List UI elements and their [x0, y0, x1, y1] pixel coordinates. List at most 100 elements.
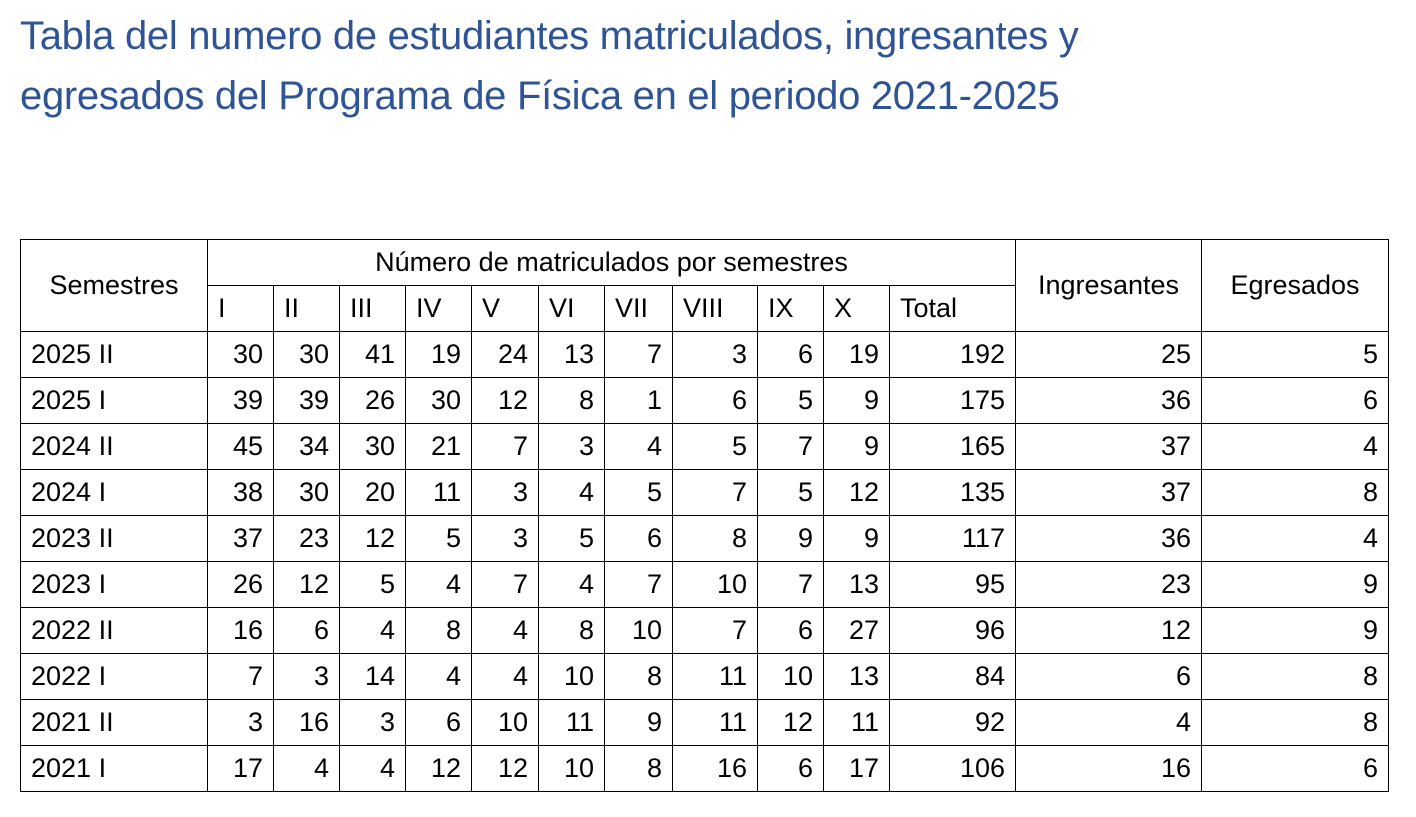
cell-matriculados: 30 [405, 377, 472, 424]
table-row: 2024 II 45 34 30 21 7 3 4 5 7 9 165 37 4 [20, 423, 1389, 470]
cell-matriculados: 17 [823, 745, 890, 792]
cell-matriculados: 8 [538, 377, 605, 424]
cell-matriculados: 3 [339, 699, 406, 746]
cell-matriculados: 9 [823, 515, 890, 562]
cell-matriculados: 12 [471, 745, 539, 792]
cell-total: 84 [889, 653, 1016, 700]
cell-matriculados: 16 [207, 607, 274, 654]
cell-matriculados: 4 [339, 745, 406, 792]
cell-total: 117 [889, 515, 1016, 562]
cell-egresados: 9 [1201, 561, 1389, 608]
cell-matriculados: 4 [538, 561, 605, 608]
enrollment-table: Semestres Número de matriculados por sem… [20, 239, 1389, 792]
cell-matriculados: 3 [207, 699, 274, 746]
cell-matriculados: 7 [672, 607, 758, 654]
table-row: 2022 II 16 6 4 8 4 8 10 7 6 27 96 12 9 [20, 607, 1389, 654]
cell-matriculados: 3 [538, 423, 605, 470]
cell-ingresantes: 23 [1015, 561, 1202, 608]
cell-semestre: 2023 II [20, 515, 208, 562]
cell-total: 92 [889, 699, 1016, 746]
table-row: 2025 I 39 39 26 30 12 8 1 6 5 9 175 36 6 [20, 377, 1389, 424]
cell-matriculados: 19 [823, 331, 890, 378]
cell-matriculados: 10 [757, 653, 824, 700]
cell-ingresantes: 12 [1015, 607, 1202, 654]
cell-semestre: 2021 II [20, 699, 208, 746]
cell-matriculados: 6 [757, 607, 824, 654]
cell-matriculados: 3 [672, 331, 758, 378]
cell-matriculados: 30 [339, 423, 406, 470]
cell-matriculados: 23 [273, 515, 340, 562]
cell-matriculados: 5 [672, 423, 758, 470]
cell-matriculados: 7 [471, 423, 539, 470]
cell-matriculados: 7 [207, 653, 274, 700]
cell-matriculados: 12 [823, 469, 890, 516]
cell-matriculados: 6 [757, 745, 824, 792]
cell-matriculados: 3 [471, 515, 539, 562]
cell-matriculados: 34 [273, 423, 340, 470]
cell-matriculados: 7 [604, 331, 673, 378]
header-matriculados-group: Número de matriculados por semestres [207, 239, 1016, 286]
cell-matriculados: 5 [757, 469, 824, 516]
cell-matriculados: 6 [757, 331, 824, 378]
cell-matriculados: 9 [823, 377, 890, 424]
cell-matriculados: 4 [471, 607, 539, 654]
cell-semestre: 2025 II [20, 331, 208, 378]
cell-semestre: 2024 I [20, 469, 208, 516]
cell-ingresantes: 4 [1015, 699, 1202, 746]
table-row: 2024 I 38 30 20 11 3 4 5 7 5 12 135 37 8 [20, 469, 1389, 516]
cell-egresados: 6 [1201, 377, 1389, 424]
cell-matriculados: 4 [273, 745, 340, 792]
cell-matriculados: 38 [207, 469, 274, 516]
cell-ingresantes: 37 [1015, 469, 1202, 516]
cell-matriculados: 9 [757, 515, 824, 562]
cell-total: 106 [889, 745, 1016, 792]
cell-matriculados: 10 [672, 561, 758, 608]
document-title: Tabla del numero de estudiantes matricul… [20, 6, 1320, 126]
header-semester-v: V [471, 285, 539, 332]
cell-matriculados: 12 [405, 745, 472, 792]
header-semester-iii: III [339, 285, 406, 332]
cell-matriculados: 45 [207, 423, 274, 470]
cell-semestre: 2022 II [20, 607, 208, 654]
cell-matriculados: 7 [604, 561, 673, 608]
cell-matriculados: 30 [273, 469, 340, 516]
cell-total: 96 [889, 607, 1016, 654]
header-semester-total: Total [889, 285, 1016, 332]
header-semester-vi: VI [538, 285, 605, 332]
cell-matriculados: 4 [471, 653, 539, 700]
cell-total: 192 [889, 331, 1016, 378]
cell-matriculados: 8 [604, 653, 673, 700]
cell-matriculados: 16 [672, 745, 758, 792]
cell-matriculados: 9 [604, 699, 673, 746]
cell-matriculados: 6 [604, 515, 673, 562]
cell-matriculados: 6 [273, 607, 340, 654]
table-row: 2025 II 30 30 41 19 24 13 7 3 6 19 192 25 5 [20, 331, 1389, 378]
cell-matriculados: 30 [207, 331, 274, 378]
cell-matriculados: 13 [823, 561, 890, 608]
cell-matriculados: 12 [757, 699, 824, 746]
header-semester-vii: VII [604, 285, 673, 332]
table-row: 2023 I 26 12 5 4 7 4 7 10 7 13 95 23 9 [20, 561, 1389, 608]
cell-matriculados: 5 [405, 515, 472, 562]
cell-matriculados: 17 [207, 745, 274, 792]
cell-egresados: 5 [1201, 331, 1389, 378]
header-semester-i: I [207, 285, 274, 332]
cell-matriculados: 11 [405, 469, 472, 516]
cell-matriculados: 5 [538, 515, 605, 562]
cell-ingresantes: 36 [1015, 515, 1202, 562]
cell-total: 175 [889, 377, 1016, 424]
cell-matriculados: 11 [672, 699, 758, 746]
cell-matriculados: 4 [339, 607, 406, 654]
cell-matriculados: 10 [538, 653, 605, 700]
cell-egresados: 9 [1201, 607, 1389, 654]
cell-matriculados: 41 [339, 331, 406, 378]
cell-semestre: 2025 I [20, 377, 208, 424]
cell-egresados: 4 [1201, 515, 1389, 562]
cell-matriculados: 1 [604, 377, 673, 424]
cell-matriculados: 4 [604, 423, 673, 470]
cell-matriculados: 6 [405, 699, 472, 746]
title-line-2: egresados del Programa de Física en el p… [20, 74, 1060, 118]
cell-semestre: 2022 I [20, 653, 208, 700]
title-line-1: Tabla del numero de estudiantes matricul… [20, 14, 1079, 58]
table-row: 2021 II 3 16 3 6 10 11 9 11 12 11 92 4 8 [20, 699, 1389, 746]
